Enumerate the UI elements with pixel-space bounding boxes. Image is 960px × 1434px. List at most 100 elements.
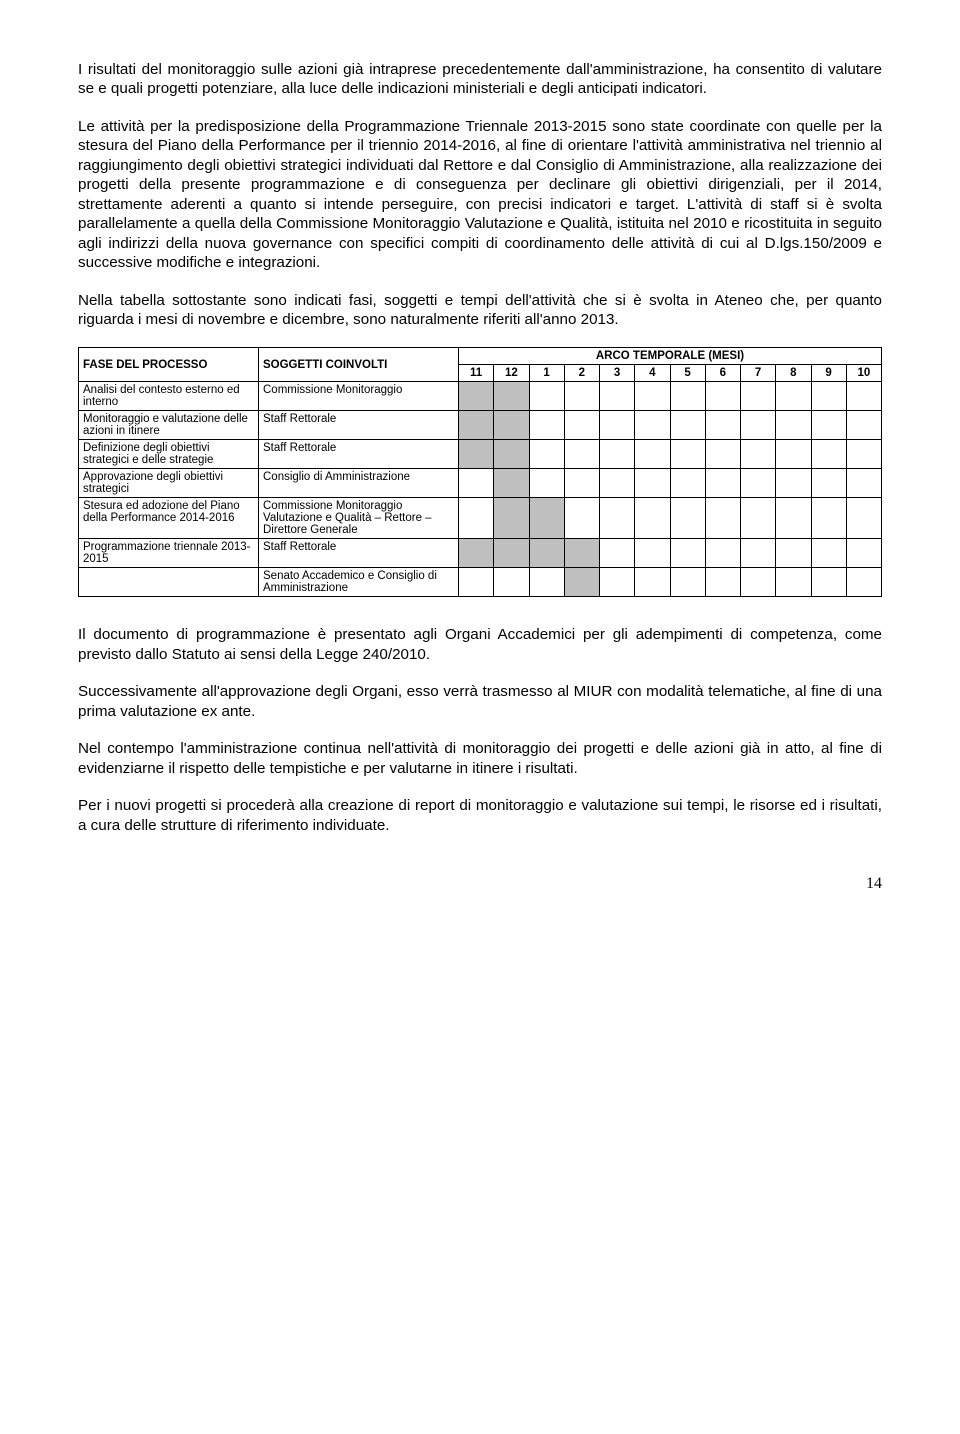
cell-month xyxy=(741,568,776,597)
cell-month xyxy=(846,568,881,597)
paragraph-4: Il documento di programmazione è present… xyxy=(78,625,882,664)
cell-month xyxy=(635,440,670,469)
header-month: 6 xyxy=(705,365,740,382)
cell-month xyxy=(811,411,846,440)
table-body: Analisi del contesto esterno ed internoC… xyxy=(79,382,882,597)
header-month: 2 xyxy=(564,365,599,382)
cell-phase: Approvazione degli obiettivi strategici xyxy=(79,469,259,498)
header-month: 3 xyxy=(600,365,635,382)
cell-month xyxy=(741,539,776,568)
table-row: Definizione degli obiettivi strategici e… xyxy=(79,440,882,469)
cell-month xyxy=(741,498,776,539)
cell-subject: Senato Accademico e Consiglio di Amminis… xyxy=(259,568,459,597)
cell-month xyxy=(494,382,529,411)
cell-month xyxy=(670,440,705,469)
cell-month xyxy=(600,440,635,469)
cell-month xyxy=(670,568,705,597)
cell-month xyxy=(670,382,705,411)
cell-month xyxy=(529,539,564,568)
table-row: Stesura ed adozione del Piano della Perf… xyxy=(79,498,882,539)
cell-month xyxy=(459,498,494,539)
cell-month xyxy=(529,411,564,440)
cell-month xyxy=(811,498,846,539)
header-timeline: ARCO TEMPORALE (MESI) xyxy=(459,348,882,365)
cell-month xyxy=(776,469,811,498)
cell-month xyxy=(564,539,599,568)
table-row: Approvazione degli obiettivi strategiciC… xyxy=(79,469,882,498)
cell-month xyxy=(529,469,564,498)
header-month: 1 xyxy=(529,365,564,382)
cell-month xyxy=(846,498,881,539)
cell-month xyxy=(600,568,635,597)
cell-month xyxy=(494,498,529,539)
cell-month xyxy=(600,498,635,539)
cell-month xyxy=(600,411,635,440)
header-month: 10 xyxy=(846,365,881,382)
cell-month xyxy=(846,440,881,469)
cell-phase: Definizione degli obiettivi strategici e… xyxy=(79,440,259,469)
cell-month xyxy=(776,539,811,568)
cell-month xyxy=(776,568,811,597)
cell-month xyxy=(529,440,564,469)
table-header-row-1: FASE DEL PROCESSO SOGGETTI COINVOLTI ARC… xyxy=(79,348,882,365)
cell-month xyxy=(741,469,776,498)
cell-month xyxy=(670,498,705,539)
process-table-inner: FASE DEL PROCESSO SOGGETTI COINVOLTI ARC… xyxy=(78,347,882,597)
cell-month xyxy=(494,539,529,568)
cell-month xyxy=(741,411,776,440)
cell-month xyxy=(776,382,811,411)
cell-month xyxy=(564,568,599,597)
cell-month xyxy=(705,382,740,411)
cell-month xyxy=(811,440,846,469)
cell-month xyxy=(494,568,529,597)
cell-month xyxy=(600,539,635,568)
cell-month xyxy=(705,498,740,539)
cell-month xyxy=(811,568,846,597)
paragraph-3: Nella tabella sottostante sono indicati … xyxy=(78,291,882,330)
cell-month xyxy=(811,382,846,411)
cell-month xyxy=(635,469,670,498)
cell-month xyxy=(529,568,564,597)
header-month: 11 xyxy=(459,365,494,382)
header-subjects: SOGGETTI COINVOLTI xyxy=(259,348,459,382)
cell-month xyxy=(705,539,740,568)
process-table: FASE DEL PROCESSO SOGGETTI COINVOLTI ARC… xyxy=(78,347,882,597)
paragraph-1: I risultati del monitoraggio sulle azion… xyxy=(78,60,882,99)
paragraph-7: Per i nuovi progetti si procederà alla c… xyxy=(78,796,882,835)
table-row: Senato Accademico e Consiglio di Amminis… xyxy=(79,568,882,597)
paragraph-5: Successivamente all'approvazione degli O… xyxy=(78,682,882,721)
cell-month xyxy=(494,469,529,498)
cell-subject: Staff Rettorale xyxy=(259,440,459,469)
cell-month xyxy=(494,440,529,469)
table-row: Analisi del contesto esterno ed internoC… xyxy=(79,382,882,411)
cell-month xyxy=(564,440,599,469)
paragraph-6: Nel contempo l'amministrazione continua … xyxy=(78,739,882,778)
cell-month xyxy=(635,568,670,597)
cell-subject: Commissione Monitoraggio xyxy=(259,382,459,411)
cell-month xyxy=(846,411,881,440)
header-month: 9 xyxy=(811,365,846,382)
cell-phase: Programmazione triennale 2013-2015 xyxy=(79,539,259,568)
cell-month xyxy=(776,440,811,469)
cell-month xyxy=(670,539,705,568)
cell-month xyxy=(846,469,881,498)
header-phase: FASE DEL PROCESSO xyxy=(79,348,259,382)
cell-month xyxy=(705,440,740,469)
cell-month xyxy=(459,440,494,469)
cell-month xyxy=(635,411,670,440)
cell-month xyxy=(811,539,846,568)
page-number: 14 xyxy=(78,875,882,893)
table-row: Monitoraggio e valutazione delle azioni … xyxy=(79,411,882,440)
cell-month xyxy=(529,498,564,539)
cell-subject: Staff Rettorale xyxy=(259,539,459,568)
cell-month xyxy=(564,382,599,411)
header-month: 12 xyxy=(494,365,529,382)
cell-month xyxy=(846,382,881,411)
cell-month xyxy=(600,469,635,498)
cell-month xyxy=(600,382,635,411)
cell-month xyxy=(459,469,494,498)
cell-month xyxy=(635,498,670,539)
cell-month xyxy=(741,440,776,469)
header-month: 7 xyxy=(741,365,776,382)
cell-month xyxy=(459,539,494,568)
